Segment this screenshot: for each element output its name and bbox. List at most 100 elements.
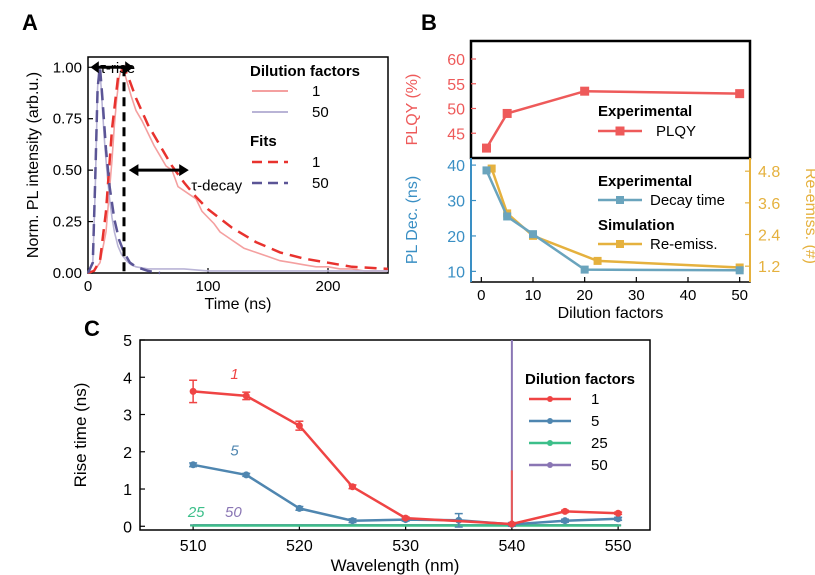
panel-b-legend-label-reemiss: Re-emiss. <box>650 236 718 253</box>
panel-b-top-ytick-label: 60 <box>447 52 465 69</box>
plqy-point <box>482 143 491 153</box>
panel-c-xtick-label: 520 <box>286 538 313 555</box>
panel-c-legend-label: 25 <box>591 435 608 452</box>
panel-a-ytick-label: 0.75 <box>53 111 82 128</box>
decay-arrow-head-right <box>179 164 189 177</box>
panel-c-point <box>242 471 250 479</box>
panel-b-legend-title-2: Simulation <box>598 217 675 234</box>
panel-label-c: C <box>84 316 100 341</box>
panel-c-xtick-label: 530 <box>392 538 419 555</box>
panel-b-ytick-right-label: 3.6 <box>758 196 780 213</box>
panel-b-top-legend-title: Experimental <box>598 103 692 120</box>
panel-b-legend-label-decay: Decay time <box>650 192 725 209</box>
panel-c-point <box>561 517 569 525</box>
plqy-point <box>502 108 512 118</box>
reemiss-point <box>487 164 496 173</box>
panel-a-xlabel: Time (ns) <box>205 296 272 313</box>
panel-a-ytick-label: 0.50 <box>53 162 82 179</box>
panel-c-frame <box>139 339 651 531</box>
panel-b-top-ytick-label: 45 <box>447 126 465 143</box>
panel-c-ytick-label: 2 <box>123 445 132 462</box>
panel-c-legend-label: 5 <box>591 413 599 430</box>
panel-b-ytick-label: 40 <box>447 158 465 175</box>
panel-b-legend-marker-reemiss <box>616 240 624 248</box>
panel-b-xtick-label: 50 <box>731 287 748 304</box>
decay-point <box>735 266 744 275</box>
plqy-point <box>735 89 745 99</box>
panel-c-point <box>349 483 356 491</box>
panel-b-ytick-right-label: 1.2 <box>758 259 780 276</box>
decay-point <box>482 166 491 175</box>
annotation-decay: τ-decay <box>191 178 242 195</box>
panel-b-legend-marker-decay <box>616 196 624 204</box>
panel-c-point <box>295 504 303 512</box>
panel-c-point <box>189 461 197 469</box>
panel-c-legend-marker <box>547 418 553 424</box>
panel-b-ytick-right-label: 4.8 <box>758 164 780 181</box>
panel-a-xtick-label: 200 <box>315 278 340 295</box>
panel-b-xtick-label: 20 <box>576 287 593 304</box>
panel-c-ytick-label: 3 <box>123 408 132 425</box>
panel-c-legend-marker <box>547 462 553 468</box>
panel-c-point <box>189 387 197 395</box>
panel-a-xtick-label: 0 <box>84 278 92 295</box>
panel-b-xtick-label: 40 <box>680 287 697 304</box>
plqy-line <box>485 89 740 149</box>
panel-b-top-legend-marker <box>615 126 625 136</box>
panel-a-legend-title-2: Fits <box>250 133 277 150</box>
panel-label-b: B <box>421 10 437 35</box>
panel-c-legend-title: Dilution factors <box>525 371 635 388</box>
panel-b-ytick-label: 10 <box>447 264 465 281</box>
panel-c-xtick-label: 550 <box>605 538 632 555</box>
panel-b-xtick-label: 10 <box>525 287 542 304</box>
panel-c-point <box>508 520 516 528</box>
panel-c-point <box>349 517 356 525</box>
panel-a-ylabel: Norm. PL intensity (arb.u.) <box>25 72 42 258</box>
rise-arrow-head-right <box>125 61 134 74</box>
panel-a-legend-label: 1 <box>312 154 320 171</box>
panel-c-point <box>614 509 622 517</box>
panel-c-ylabel: Rise time (ns) <box>71 383 90 488</box>
panel-b-top-legend-label: PLQY <box>656 123 696 140</box>
panel-a-ytick-label: 0.25 <box>53 214 82 231</box>
panel-c-series-1 <box>192 390 619 526</box>
panel-c-series-label-25: 25 <box>187 504 205 521</box>
panel-b-ytick-right-label: 2.4 <box>758 228 780 245</box>
panel-c-ytick-label: 5 <box>123 333 132 350</box>
decay-point <box>580 265 589 274</box>
panel-a-ytick-label: 0.00 <box>53 265 82 282</box>
panel-b-top-frame <box>469 39 752 160</box>
annotation-rise: τ-rise <box>100 60 135 77</box>
reemiss-point <box>593 256 602 265</box>
panel-c-xlabel: Wavelength (nm) <box>331 556 460 575</box>
panel-a-series-fit-1 <box>87 64 389 275</box>
panel-c-point <box>561 507 569 515</box>
decay-point <box>503 212 512 221</box>
panel-b-top-ylabel: PLQY (%) <box>404 74 421 146</box>
panel-b-legend-title-1: Experimental <box>598 173 692 190</box>
panel-b-top-ytick-label: 55 <box>447 77 465 94</box>
panel-c-point <box>295 422 303 430</box>
panel-b-xlabel: Dilution factors <box>558 305 664 322</box>
panel-b-xtick-label: 0 <box>477 287 485 304</box>
panel-b-top-ytick-label: 50 <box>447 102 465 119</box>
panel-a-frame <box>87 56 389 274</box>
panel-c-xtick-label: 510 <box>180 538 207 555</box>
panel-c-legend-label: 50 <box>591 457 608 474</box>
panel-c-point <box>614 515 622 523</box>
panel-c-point <box>402 514 410 522</box>
panel-c-legend-label: 1 <box>591 391 599 408</box>
panel-a-ytick-label: 1.00 <box>53 59 82 76</box>
panel-c-ytick-label: 1 <box>123 482 132 499</box>
panel-c-xtick-label: 540 <box>499 538 526 555</box>
panel-c-ytick-label: 0 <box>123 519 132 536</box>
decay-arrow-head-left <box>128 164 139 177</box>
panel-a-xtick-label: 100 <box>195 278 220 295</box>
panel-a-series-data-1 <box>87 65 388 274</box>
panel-c-legend-marker <box>547 396 553 402</box>
panel-a-legend-label: 50 <box>312 175 329 192</box>
panel-b-ytick-label: 20 <box>447 229 465 246</box>
panel-c-series-label-5: 5 <box>230 442 239 459</box>
